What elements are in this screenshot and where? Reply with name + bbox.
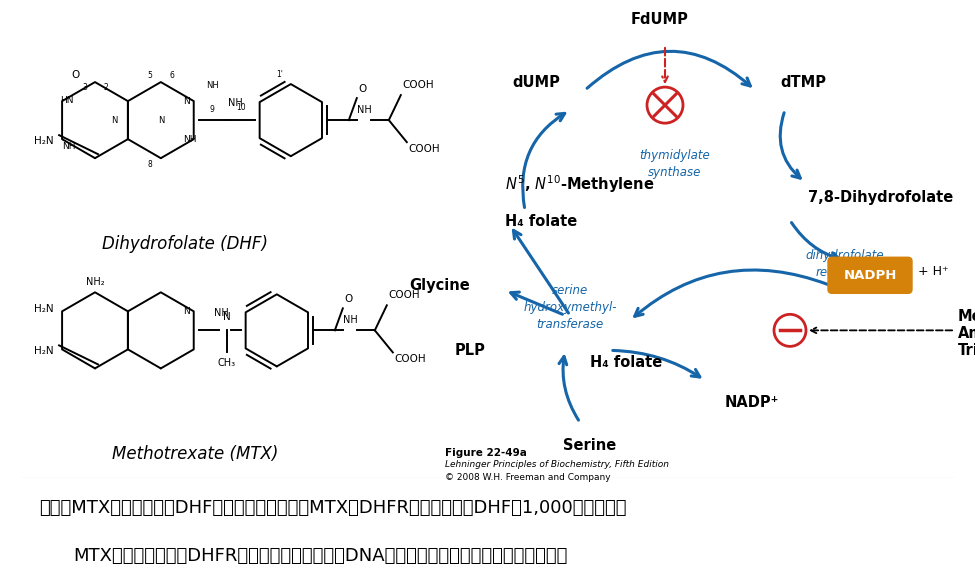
Text: 6: 6 bbox=[170, 71, 175, 80]
Text: © 2008 W.H. Freeman and Company: © 2008 W.H. Freeman and Company bbox=[445, 472, 610, 482]
Text: Figure 22-49a: Figure 22-49a bbox=[445, 448, 526, 458]
Text: NH: NH bbox=[183, 135, 197, 144]
Text: 化疗药MTX和二氢叶酸（DHF）具有结构相似性。MTX对DHFR酶的亲和力是DHF的1,000倍，因此，: 化疗药MTX和二氢叶酸（DHF）具有结构相似性。MTX对DHFR酶的亲和力是DH… bbox=[39, 499, 627, 517]
Text: thymidylate: thymidylate bbox=[640, 149, 711, 162]
Text: synthase: synthase bbox=[648, 166, 702, 179]
Text: NH: NH bbox=[206, 81, 218, 90]
Text: 5: 5 bbox=[147, 71, 152, 80]
Text: 10: 10 bbox=[236, 103, 246, 112]
Text: COOH: COOH bbox=[409, 144, 441, 154]
Text: N: N bbox=[183, 97, 190, 105]
Text: MTX可以竞争性地与DHFR结合，导致肿瘤细胞的DNA合成代谢受阻，从而发挥抗肿瘤作用。: MTX可以竞争性地与DHFR结合，导致肿瘤细胞的DNA合成代谢受阻，从而发挥抗肿… bbox=[73, 547, 567, 565]
Text: H₄ folate: H₄ folate bbox=[505, 214, 577, 229]
Text: PLP: PLP bbox=[454, 343, 485, 358]
Text: H₂N: H₂N bbox=[33, 346, 54, 356]
Text: O: O bbox=[345, 294, 353, 304]
Text: NH: NH bbox=[228, 98, 243, 108]
Text: Glycine: Glycine bbox=[410, 278, 470, 293]
Text: transferase: transferase bbox=[536, 318, 604, 331]
Text: O: O bbox=[359, 84, 367, 94]
Text: Methotrexate (MTX): Methotrexate (MTX) bbox=[112, 445, 278, 464]
Text: 9: 9 bbox=[210, 105, 214, 114]
Text: NADPH: NADPH bbox=[843, 269, 897, 282]
Text: NH₂: NH₂ bbox=[86, 277, 104, 287]
Text: N: N bbox=[158, 115, 164, 125]
Text: 8: 8 bbox=[147, 160, 152, 169]
Text: Trimethoprim: Trimethoprim bbox=[958, 343, 975, 358]
Text: N: N bbox=[223, 312, 231, 322]
Text: dTMP: dTMP bbox=[780, 75, 826, 90]
Text: N: N bbox=[183, 307, 190, 316]
Text: COOH: COOH bbox=[389, 290, 420, 300]
Text: reductase: reductase bbox=[815, 266, 875, 279]
Circle shape bbox=[647, 87, 683, 123]
Text: COOH: COOH bbox=[403, 80, 435, 90]
Text: Dihydrofolate (DHF): Dihydrofolate (DHF) bbox=[102, 235, 268, 253]
Text: hydroxymethyl-: hydroxymethyl- bbox=[524, 301, 617, 314]
Text: 7,8-Dihydrofolate: 7,8-Dihydrofolate bbox=[808, 190, 954, 205]
Text: H₂N: H₂N bbox=[33, 305, 54, 315]
Text: H₂N: H₂N bbox=[33, 136, 54, 146]
Text: Serine: Serine bbox=[564, 438, 616, 454]
Text: 3: 3 bbox=[82, 83, 87, 93]
Text: N: N bbox=[111, 117, 117, 125]
Circle shape bbox=[774, 314, 806, 346]
Text: Lehninger Principles of Biochemistry, Fifth Edition: Lehninger Principles of Biochemistry, Fi… bbox=[445, 461, 669, 469]
Text: dUMP: dUMP bbox=[512, 75, 560, 90]
Text: 1': 1' bbox=[277, 70, 284, 79]
Text: serine: serine bbox=[552, 284, 588, 297]
FancyBboxPatch shape bbox=[828, 257, 912, 294]
Text: HN: HN bbox=[60, 96, 74, 105]
Text: Methotrexate: Methotrexate bbox=[958, 309, 975, 324]
Text: $N^5$, $N^{10}$-Methylene: $N^5$, $N^{10}$-Methylene bbox=[505, 173, 654, 195]
Text: FdUMP: FdUMP bbox=[631, 12, 689, 27]
Text: H₄ folate: H₄ folate bbox=[590, 355, 662, 370]
Text: NH: NH bbox=[357, 105, 371, 115]
Text: 2: 2 bbox=[103, 83, 108, 93]
Text: Aminopterin: Aminopterin bbox=[958, 326, 975, 341]
Text: NH: NH bbox=[214, 308, 229, 318]
Text: NH: NH bbox=[343, 315, 358, 325]
Text: NH: NH bbox=[62, 142, 76, 151]
Text: dihydrofolate: dihydrofolate bbox=[805, 249, 884, 262]
Text: COOH: COOH bbox=[395, 355, 426, 364]
Text: + H⁺: + H⁺ bbox=[918, 265, 949, 278]
Text: O: O bbox=[72, 70, 80, 80]
Text: NADP⁺: NADP⁺ bbox=[725, 396, 779, 410]
Text: CH₃: CH₃ bbox=[217, 359, 236, 369]
